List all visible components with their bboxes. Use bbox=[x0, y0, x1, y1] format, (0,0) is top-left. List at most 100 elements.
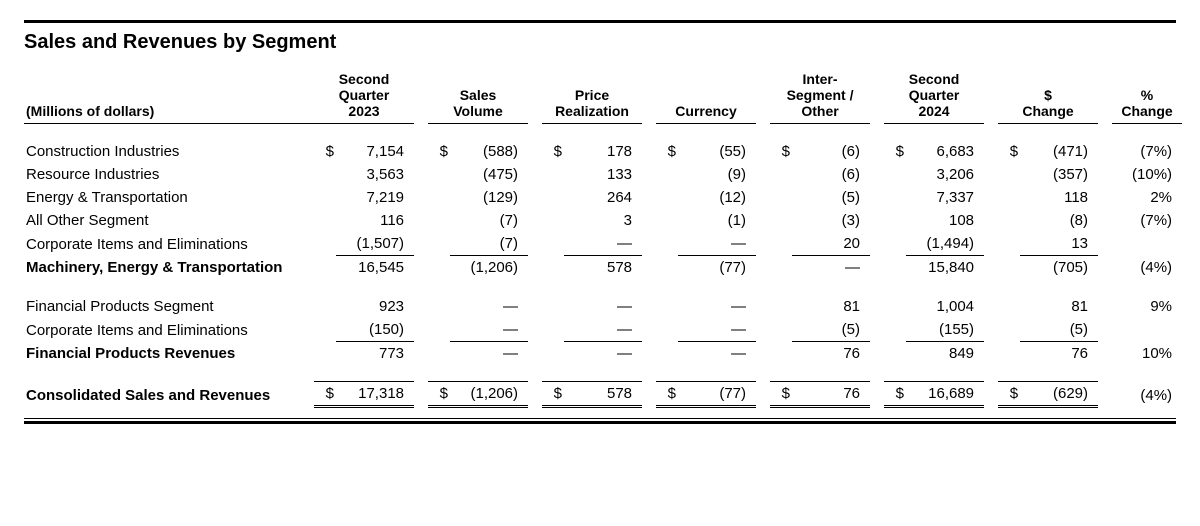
cell-pchg: (4%) bbox=[1112, 256, 1182, 280]
cell-price: 578 bbox=[564, 256, 642, 280]
cell-dchg: 13 bbox=[1020, 232, 1098, 256]
cell-dchg: (705) bbox=[1020, 256, 1098, 280]
cell-iso: 20 bbox=[792, 232, 870, 256]
cell-iso: (5) bbox=[792, 318, 870, 342]
currency-symbol: $ bbox=[998, 382, 1020, 407]
table-row: All Other Segment116(7)3(1)(3)108(8)(7%) bbox=[24, 209, 1182, 232]
currency-symbol bbox=[656, 318, 678, 342]
cell-iso: — bbox=[792, 256, 870, 280]
cell-q1: 17,318 bbox=[336, 382, 414, 407]
cell-dchg: (471) bbox=[1020, 140, 1098, 163]
currency-symbol bbox=[770, 163, 792, 186]
currency-symbol bbox=[314, 232, 336, 256]
cell-pchg: 10% bbox=[1112, 342, 1182, 366]
currency-symbol bbox=[770, 342, 792, 366]
table-row: Corporate Items and Eliminations(150)———… bbox=[24, 318, 1182, 342]
cell-cur: (55) bbox=[678, 140, 756, 163]
currency-symbol bbox=[542, 342, 564, 366]
currency-symbol: $ bbox=[428, 382, 450, 407]
cell-pchg bbox=[1112, 232, 1182, 256]
table-row: Corporate Items and Eliminations(1,507)(… bbox=[24, 232, 1182, 256]
cell-q2: 15,840 bbox=[906, 256, 984, 280]
cell-q1: 773 bbox=[336, 342, 414, 366]
currency-symbol bbox=[314, 256, 336, 280]
cell-price: — bbox=[564, 295, 642, 318]
row-label: Resource Industries bbox=[24, 163, 314, 186]
currency-symbol bbox=[770, 232, 792, 256]
cell-cur: (77) bbox=[678, 256, 756, 280]
currency-symbol bbox=[314, 295, 336, 318]
currency-symbol bbox=[656, 295, 678, 318]
cell-vol: (1,206) bbox=[450, 382, 528, 407]
col-header-q2: SecondQuarter2024 bbox=[884, 68, 984, 124]
cell-q2: 1,004 bbox=[906, 295, 984, 318]
col-header-pchg: %Change bbox=[1112, 68, 1182, 124]
cell-dchg: 76 bbox=[1020, 342, 1098, 366]
cell-vol: (588) bbox=[450, 140, 528, 163]
currency-symbol: $ bbox=[770, 140, 792, 163]
currency-symbol: $ bbox=[314, 382, 336, 407]
currency-symbol bbox=[770, 256, 792, 280]
unit-note: (Millions of dollars) bbox=[24, 68, 314, 124]
cell-q1: 3,563 bbox=[336, 163, 414, 186]
cell-price: 178 bbox=[564, 140, 642, 163]
currency-symbol bbox=[542, 256, 564, 280]
currency-symbol bbox=[770, 295, 792, 318]
cell-vol: (7) bbox=[450, 209, 528, 232]
cell-q1: 7,154 bbox=[336, 140, 414, 163]
cell-vol: (7) bbox=[450, 232, 528, 256]
currency-symbol bbox=[428, 342, 450, 366]
currency-symbol: $ bbox=[542, 140, 564, 163]
currency-symbol bbox=[884, 209, 906, 232]
table-header: (Millions of dollars) SecondQuarter2023 … bbox=[24, 68, 1182, 124]
top-rule bbox=[24, 20, 1176, 23]
currency-symbol bbox=[998, 186, 1020, 209]
currency-symbol bbox=[998, 295, 1020, 318]
cell-dchg: (629) bbox=[1020, 382, 1098, 407]
currency-symbol bbox=[542, 232, 564, 256]
row-label: Financial Products Segment bbox=[24, 295, 314, 318]
currency-symbol: $ bbox=[656, 382, 678, 407]
subtotal-row: Financial Products Revenues773———7684976… bbox=[24, 342, 1182, 366]
col-header-vol: SalesVolume bbox=[428, 68, 528, 124]
cell-price: 133 bbox=[564, 163, 642, 186]
currency-symbol bbox=[656, 163, 678, 186]
cell-vol: — bbox=[450, 295, 528, 318]
cell-q2: 16,689 bbox=[906, 382, 984, 407]
cell-cur: — bbox=[678, 342, 756, 366]
cell-iso: (6) bbox=[792, 163, 870, 186]
cell-iso: (6) bbox=[792, 140, 870, 163]
cell-q1: (150) bbox=[336, 318, 414, 342]
cell-q1: 16,545 bbox=[336, 256, 414, 280]
cell-price: 3 bbox=[564, 209, 642, 232]
cell-iso: 76 bbox=[792, 342, 870, 366]
cell-dchg: 81 bbox=[1020, 295, 1098, 318]
currency-symbol bbox=[770, 186, 792, 209]
cell-price: 578 bbox=[564, 382, 642, 407]
currency-symbol bbox=[884, 318, 906, 342]
currency-symbol bbox=[998, 163, 1020, 186]
currency-symbol: $ bbox=[884, 140, 906, 163]
currency-symbol bbox=[770, 209, 792, 232]
cell-q1: 116 bbox=[336, 209, 414, 232]
row-label: Corporate Items and Eliminations bbox=[24, 318, 314, 342]
cell-price: — bbox=[564, 342, 642, 366]
cell-q2: 849 bbox=[906, 342, 984, 366]
cell-dchg: (357) bbox=[1020, 163, 1098, 186]
cell-q2: (155) bbox=[906, 318, 984, 342]
cell-pchg: 2% bbox=[1112, 186, 1182, 209]
currency-symbol bbox=[542, 295, 564, 318]
cell-pchg: 9% bbox=[1112, 295, 1182, 318]
currency-symbol bbox=[656, 256, 678, 280]
row-label: Financial Products Revenues bbox=[24, 342, 314, 366]
cell-dchg: (5) bbox=[1020, 318, 1098, 342]
cell-q2: (1,494) bbox=[906, 232, 984, 256]
currency-symbol bbox=[314, 209, 336, 232]
cell-q1: 7,219 bbox=[336, 186, 414, 209]
currency-symbol bbox=[428, 209, 450, 232]
row-label: Corporate Items and Eliminations bbox=[24, 232, 314, 256]
cell-pchg: (4%) bbox=[1112, 382, 1182, 407]
row-label: Construction Industries bbox=[24, 140, 314, 163]
grand-total-row: Consolidated Sales and Revenues$17,318$(… bbox=[24, 382, 1182, 407]
cell-price: — bbox=[564, 318, 642, 342]
